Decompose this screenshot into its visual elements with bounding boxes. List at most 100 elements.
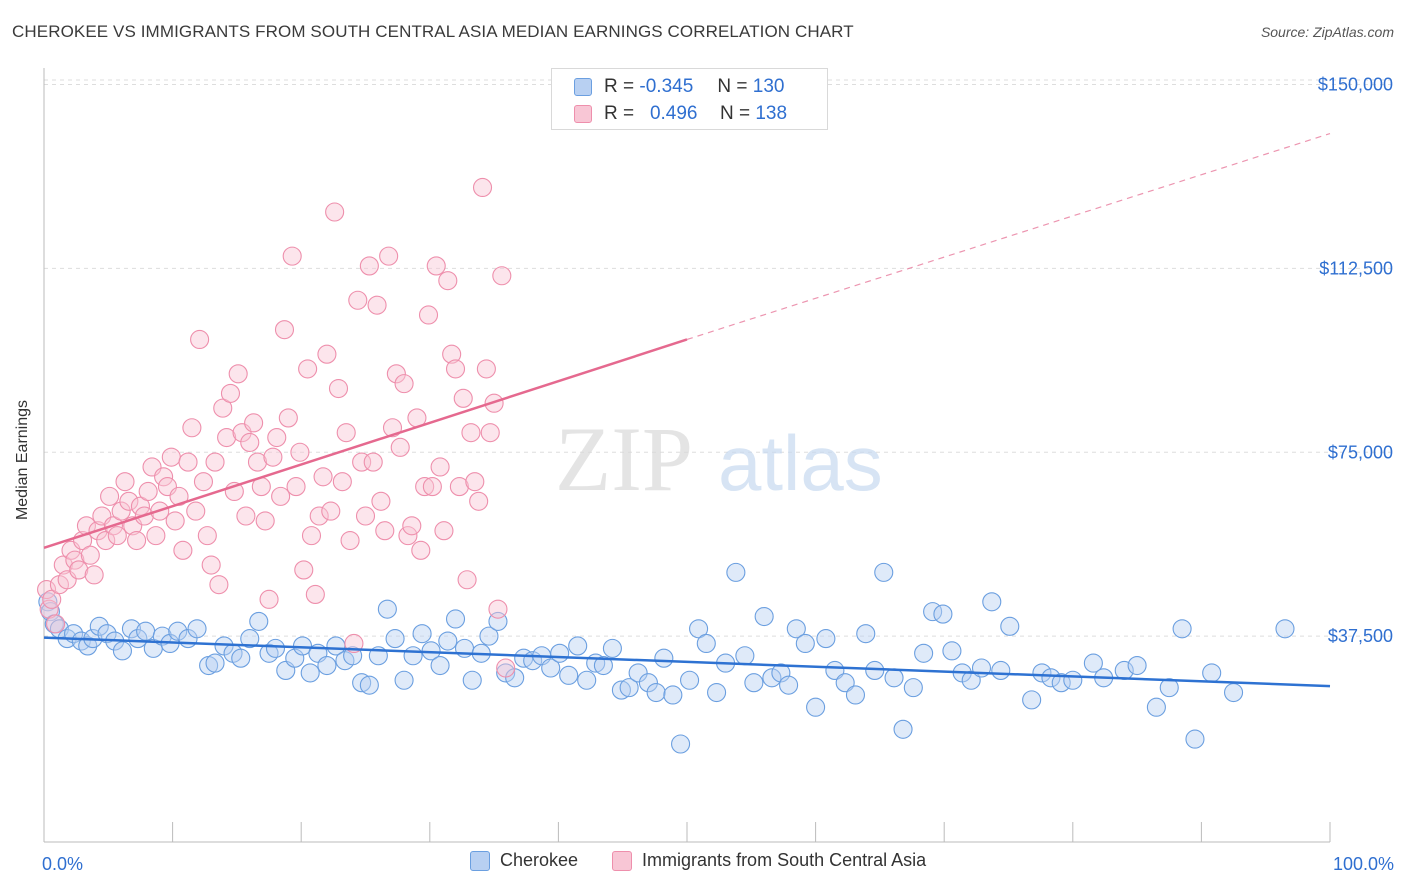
cherokee-point (680, 670, 700, 690)
immigrant-point (453, 388, 473, 408)
immigrant-point (375, 521, 395, 541)
cherokee-point (1000, 616, 1020, 636)
cherokee-point (97, 624, 117, 644)
immigrant-point (367, 295, 387, 315)
cherokee-point (1172, 619, 1192, 639)
immigrant-point (445, 359, 466, 379)
immigrant-point (178, 452, 198, 472)
immigrant-point (332, 472, 352, 492)
cherokee-point (903, 678, 923, 698)
cherokee-point (343, 646, 363, 666)
immigrant-point (201, 555, 221, 575)
legend-r-value: -0.345 (639, 76, 694, 97)
cherokee-point (259, 643, 279, 663)
legend-r-value: 0.496 (649, 103, 698, 124)
cherokee-point (865, 660, 885, 681)
cherokee-point (71, 631, 91, 651)
immigrant-point (190, 329, 210, 350)
immigrant-point (186, 501, 206, 521)
bottom-swatch-pink (612, 850, 633, 871)
legend-row-immigrants: R = 0.496 N = 138 (574, 101, 787, 127)
cherokee-point (285, 648, 305, 668)
cherokee-point (385, 629, 405, 649)
cherokee-point (1083, 653, 1103, 673)
cherokee-point (317, 655, 337, 676)
immigrant-point (336, 423, 356, 443)
immigrant-point (247, 452, 268, 472)
immigrant-point (348, 290, 368, 310)
source-label: Source: ZipAtlas.com (1260, 24, 1394, 40)
immigrant-point (205, 452, 225, 472)
cherokee-point (1202, 663, 1222, 683)
cherokee-point (394, 670, 414, 690)
immigrant-point (313, 467, 333, 487)
immigrant-point (130, 496, 150, 516)
cherokee-point (1224, 682, 1244, 703)
immigrant-point (209, 575, 229, 595)
axes (43, 68, 1331, 843)
immigrant-point (286, 477, 306, 497)
immigrant-point (213, 398, 233, 418)
legend-n-label: N = (717, 76, 748, 97)
legend-box: R = -0.345 N = 130 R = 0.496 N = 138 (551, 68, 828, 130)
cherokee-point (856, 624, 876, 644)
immigrant-point (146, 526, 166, 546)
cherokee-point (568, 636, 588, 656)
cherokee-point (577, 670, 597, 690)
immigrant-point (305, 584, 325, 605)
bottom-swatch-blue (470, 850, 490, 871)
y-tick-label: $150,000 (1318, 75, 1393, 95)
immigrant-point (46, 614, 66, 634)
cherokee-point (496, 663, 516, 683)
immigrant-point (457, 570, 477, 590)
immigrant-point (294, 560, 314, 580)
legend-n-label: N = (719, 103, 751, 124)
cherokee-point (884, 668, 904, 688)
cherokee-point (806, 697, 826, 717)
cherokee-point (991, 660, 1011, 681)
immigrant-point (476, 359, 496, 379)
immigrant-point (363, 452, 383, 472)
legend-row-cherokee: R = -0.345 N = 130 (574, 74, 784, 100)
cherokee-point (1022, 690, 1042, 710)
cherokee-point (89, 616, 109, 636)
bottom-legend-label: Cherokee (500, 850, 579, 870)
legend-swatch-blue (574, 78, 592, 96)
immigrant-point (220, 383, 241, 403)
cherokee-point (619, 678, 639, 698)
bottom-legend-cherokee[interactable]: Cherokee (470, 850, 578, 871)
immigrant-point (182, 418, 202, 438)
immigrant-point (321, 501, 341, 521)
immigrant-point (111, 501, 131, 521)
immigrant-point (480, 423, 500, 443)
immigrant-point (217, 427, 237, 448)
immigrant-point (430, 457, 450, 477)
immigrant-point (422, 477, 442, 497)
bottom-legend-immigrants[interactable]: Immigrants from South Central Asia (612, 850, 926, 871)
cherokee-point (754, 606, 774, 627)
immigrant-point (317, 344, 337, 364)
cherokee-point (265, 638, 286, 658)
immigrant-point (298, 359, 318, 379)
cherokee-point (982, 592, 1002, 612)
cherokee-point (1159, 678, 1179, 698)
x-tick-label: 100.0% (1333, 854, 1394, 874)
cherokee-point (136, 621, 156, 641)
immigrant-point (449, 477, 469, 497)
cherokee-point (1185, 729, 1205, 749)
cherokee-point (893, 719, 913, 739)
cherokee-point (942, 641, 962, 661)
immigrant-point (173, 540, 193, 560)
cherokee-point (816, 629, 836, 649)
immigrant-point (263, 447, 283, 467)
immigrant-point (394, 374, 414, 394)
tick-labels: $37,500 $75,000 $112,500 $150,000 0.0% 100.0% (42, 75, 1394, 874)
immigrant-point (328, 378, 349, 399)
cherokee-point (602, 638, 622, 658)
cherokee-point (359, 675, 379, 695)
immigrant-point (96, 530, 116, 551)
y-tick-label: $37,500 (1328, 626, 1393, 646)
immigrant-trend-line (43, 338, 688, 550)
immigrant-point (197, 526, 217, 546)
